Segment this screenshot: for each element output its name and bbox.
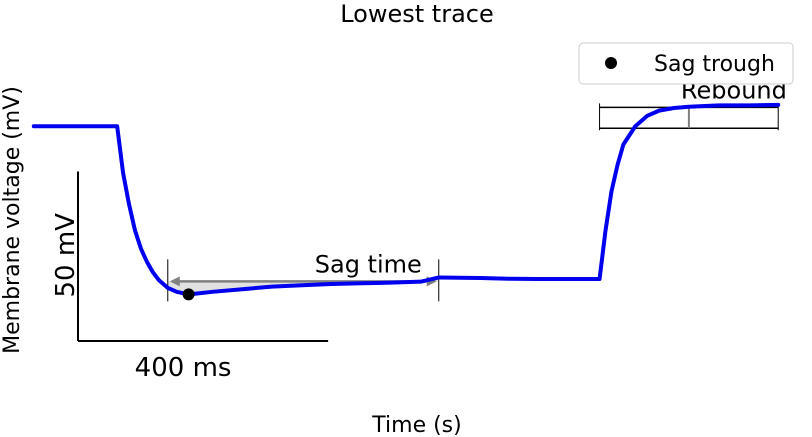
trace-layer bbox=[31, 102, 781, 297]
sag-trough-marker bbox=[182, 288, 195, 301]
annotation-layer bbox=[167, 103, 779, 302]
y-scalebar-label: 50 mV bbox=[51, 213, 81, 298]
chart-title: Lowest trace bbox=[340, 0, 494, 28]
sag-time-label: Sag time bbox=[315, 250, 422, 278]
marker-layer bbox=[182, 288, 195, 301]
x-scalebar-label: 400 ms bbox=[135, 353, 232, 383]
legend-entry: Sag trough bbox=[654, 52, 775, 77]
voltage-trace bbox=[31, 102, 781, 297]
legend: Sag trough bbox=[578, 42, 794, 85]
legend-marker-icon bbox=[605, 57, 617, 69]
y-axis-label: Membrane voltage (mV) bbox=[0, 86, 25, 354]
sag-time-arrow-left bbox=[169, 276, 180, 287]
scalebar bbox=[77, 171, 329, 342]
legend-box bbox=[578, 42, 794, 85]
x-axis-label: Time (s) bbox=[371, 413, 461, 437]
